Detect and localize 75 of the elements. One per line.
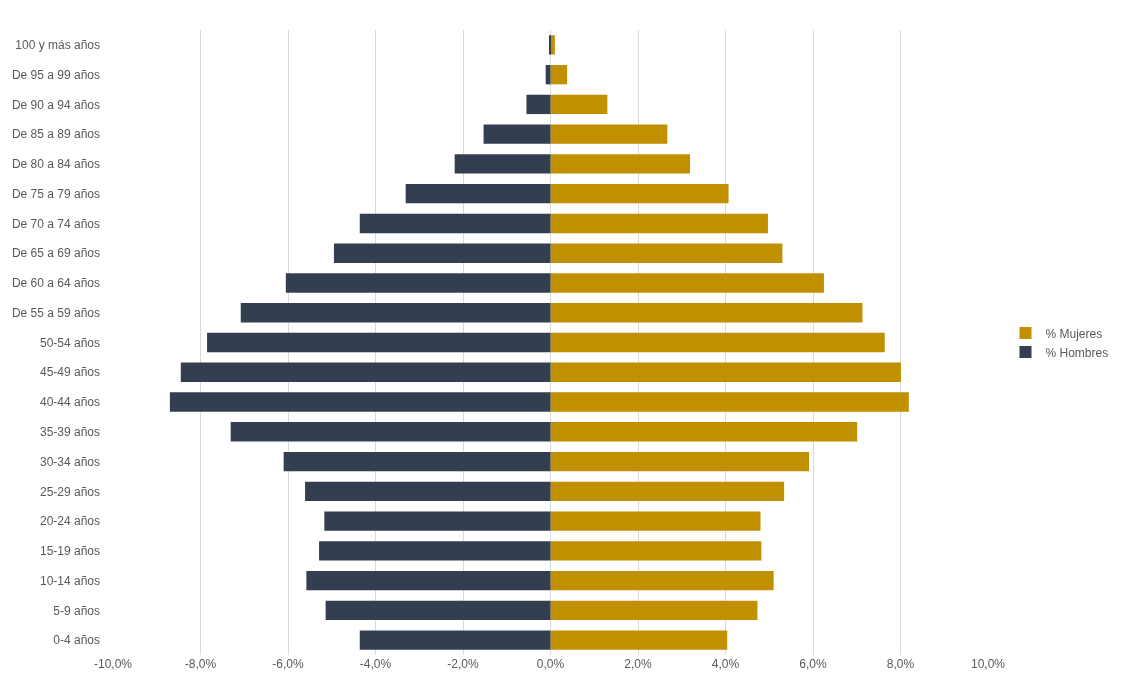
bar (230, 422, 551, 442)
y-tick-label: 25-29 años (39, 484, 100, 499)
x-tick-label: 0,0% (536, 657, 565, 671)
bar (550, 541, 762, 561)
bar (405, 184, 551, 204)
bar (550, 422, 858, 442)
bar (550, 600, 758, 621)
bar (550, 303, 863, 323)
y-tick-label: De 95 a 99 años (11, 67, 100, 82)
bar (325, 600, 551, 621)
x-tick-label: -4,0% (359, 657, 392, 671)
legend-label: % Hombres (1045, 345, 1109, 360)
y-tick-label: De 75 a 79 años (11, 186, 100, 201)
x-tick-label: 10,0% (970, 657, 1006, 671)
bar (319, 541, 551, 561)
bar (550, 35, 555, 55)
y-tick-label: 45-49 años (39, 365, 100, 380)
x-tick-label: 6,0% (799, 657, 827, 671)
x-tick-label: -8,0% (184, 657, 217, 671)
y-tick-label: 40-44 años (39, 395, 100, 410)
bar (550, 570, 774, 591)
bar (550, 94, 608, 115)
x-tick-label: 4,0% (711, 657, 740, 671)
bar (550, 124, 668, 144)
bar (240, 303, 551, 323)
bar (324, 511, 551, 531)
y-tick-label: De 55 a 59 años (11, 305, 100, 320)
bar (550, 243, 783, 263)
y-tick-label: 5-9 años (53, 603, 100, 618)
x-tick-label: -6,0% (272, 657, 304, 671)
y-tick-label: 30-34 años (39, 454, 100, 469)
bar (550, 332, 885, 353)
bar (550, 213, 768, 234)
bar (550, 481, 785, 501)
y-tick-label: 15-19 años (39, 544, 100, 559)
bar (483, 124, 551, 144)
y-tick-label: 0-4 años (53, 633, 100, 648)
x-tick-label: 8,0% (886, 657, 915, 671)
bar (550, 630, 728, 650)
y-tick-label: 20-24 años (39, 514, 100, 529)
bar (550, 64, 568, 85)
bar (285, 273, 551, 293)
bar (550, 362, 901, 382)
y-tick-label: 10-14 años (39, 573, 100, 588)
bar (169, 392, 551, 412)
bar (305, 481, 551, 501)
bar (283, 451, 551, 472)
bar (454, 154, 551, 174)
y-tick-label: De 90 a 94 años (11, 97, 100, 112)
y-tick-label: De 60 a 64 años (11, 276, 100, 291)
y-tick-label: De 80 a 84 años (11, 157, 100, 172)
legend-label: % Mujeres (1045, 326, 1103, 341)
bar (550, 184, 729, 204)
bar (333, 243, 551, 263)
y-tick-label: De 65 a 69 años (11, 246, 100, 261)
x-tick-label: -2,0% (447, 657, 479, 671)
bar (359, 213, 551, 234)
y-tick-label: De 70 a 74 años (11, 216, 100, 231)
bar (550, 451, 810, 472)
bar (526, 94, 551, 115)
bar (180, 362, 551, 382)
bar (550, 273, 824, 293)
bar (550, 154, 691, 174)
bar (207, 332, 551, 353)
y-tick-label: 50-54 años (39, 335, 100, 350)
x-tick-label: 2,0% (624, 657, 652, 671)
bar (550, 511, 761, 531)
bar (545, 64, 551, 85)
y-tick-label: 100 y más años (15, 38, 100, 53)
bar (550, 392, 909, 412)
y-tick-label: De 85 a 89 años (11, 127, 100, 142)
y-tick-label: 35-39 años (39, 424, 100, 439)
bar (306, 570, 551, 591)
bar (359, 630, 551, 650)
x-tick-label: -10,0% (93, 657, 133, 671)
